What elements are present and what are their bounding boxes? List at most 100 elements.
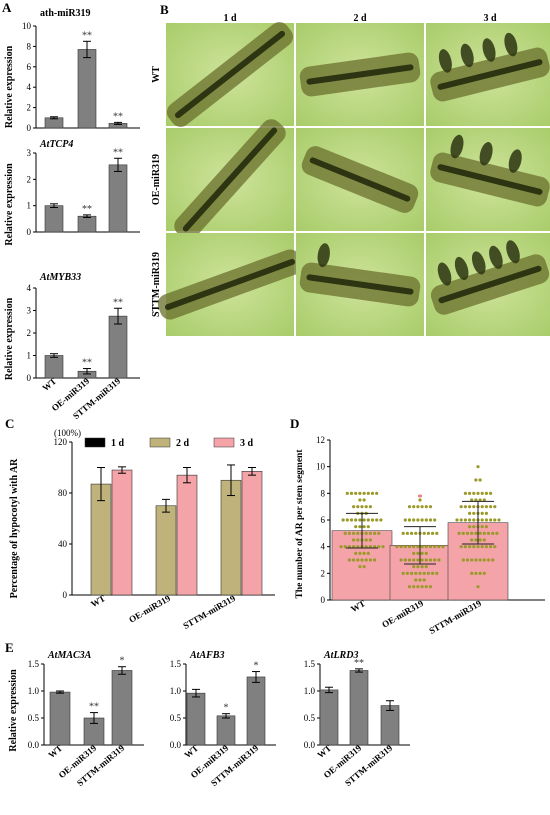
- data-point: [407, 558, 412, 562]
- stem-segment: [299, 243, 421, 307]
- stem-vascular: [174, 30, 286, 119]
- adventitious-root: [479, 142, 493, 166]
- data-point: [373, 545, 377, 549]
- micrograph-2-2: [296, 128, 424, 231]
- data-point: [347, 558, 351, 562]
- data-point: [416, 551, 420, 555]
- stem-vascular: [164, 258, 296, 311]
- data-point: [379, 518, 383, 522]
- bar: [108, 315, 128, 379]
- data-point: [414, 531, 418, 535]
- micrograph-2-3: [426, 128, 550, 231]
- micrograph-3-2: [296, 233, 424, 336]
- y-tick-label: 4: [27, 82, 32, 92]
- data-point: [493, 545, 497, 549]
- data-point: [424, 558, 428, 562]
- data-point: [497, 518, 501, 522]
- data-point: [412, 551, 416, 555]
- data-point: [468, 545, 472, 549]
- chart-title: AtMYB33: [39, 272, 81, 283]
- data-point: [486, 558, 491, 562]
- bar: [108, 164, 128, 233]
- data-point: [362, 565, 366, 569]
- legend-swatch: [213, 437, 235, 448]
- data-point: [366, 491, 370, 495]
- y-tick-label: 6: [321, 515, 326, 525]
- data-point: [395, 545, 399, 549]
- micrograph-1-1: [166, 22, 294, 127]
- significance-mark: **: [89, 702, 99, 713]
- data-point: [441, 545, 445, 549]
- data-point: [482, 558, 486, 562]
- data-point: [416, 565, 420, 569]
- y-axis-label: The number of AR per stem segment: [295, 449, 305, 599]
- data-point: [412, 505, 416, 509]
- data-point: [468, 511, 472, 515]
- data-point: [468, 518, 472, 522]
- data-point: [405, 531, 409, 535]
- data-point: [414, 578, 418, 582]
- stem-vascular: [437, 164, 543, 195]
- panel-label-c: C: [5, 416, 14, 431]
- adventitious-root: [489, 245, 503, 269]
- data-point: [428, 505, 433, 509]
- stem-segment: [301, 146, 419, 213]
- data-point: [472, 491, 476, 495]
- data-point: [484, 525, 488, 529]
- y-axis-unit: (100%): [54, 428, 81, 438]
- data-point: [416, 558, 420, 562]
- data-point: [478, 498, 482, 502]
- y-tick-label: 1.0: [28, 686, 40, 696]
- significance-mark: **: [82, 30, 92, 41]
- x-tick-label: OE-miR319: [127, 593, 172, 625]
- data-point: [401, 571, 405, 575]
- micrograph-2-1: [166, 119, 294, 240]
- y-axis-label: Percentage of hypocotyl with AR: [9, 458, 20, 599]
- data-point: [358, 498, 362, 502]
- data-point: [381, 545, 385, 549]
- row-header: STTM-miR319: [151, 252, 162, 317]
- data-point: [407, 518, 412, 522]
- data-point: [435, 571, 439, 575]
- data-point: [426, 571, 430, 575]
- data-point: [426, 531, 430, 535]
- adventitious-root: [508, 149, 522, 173]
- bar: [380, 705, 400, 746]
- bar: [246, 676, 266, 746]
- data-point: [484, 505, 488, 509]
- data-point: [474, 558, 478, 562]
- data-point: [375, 518, 379, 522]
- data-point: [480, 491, 484, 495]
- data-point: [463, 518, 467, 522]
- data-point: [470, 538, 474, 542]
- y-axis-label: Relative expression: [4, 45, 15, 128]
- y-tick-label: 4: [321, 542, 326, 552]
- data-point: [489, 505, 493, 509]
- y-tick-label: 1.0: [170, 686, 182, 696]
- panel-label-a: A: [2, 0, 12, 15]
- adventitious-root: [471, 251, 486, 275]
- bar: [77, 215, 97, 233]
- y-tick-label: 0.0: [304, 740, 316, 750]
- y-tick-label: 3: [27, 306, 32, 316]
- data-point: [437, 545, 441, 549]
- data-point: [349, 491, 354, 495]
- data-point: [420, 558, 424, 562]
- data-point: [465, 558, 470, 562]
- data-point: [480, 545, 484, 549]
- data-point: [412, 585, 416, 589]
- x-tick-label: STTM-miR319: [181, 593, 237, 631]
- data-point: [480, 511, 484, 515]
- data-point: [472, 545, 476, 549]
- data-point: [472, 505, 476, 509]
- bar: [44, 117, 64, 129]
- y-axis-label: Relative expression: [4, 163, 15, 246]
- bar-3d: [176, 474, 198, 596]
- data-point: [410, 571, 414, 575]
- data-point: [345, 518, 349, 522]
- y-tick-label: 1.0: [304, 686, 316, 696]
- data-point: [484, 518, 488, 522]
- data-point: [412, 565, 416, 569]
- adventitious-root: [504, 32, 518, 57]
